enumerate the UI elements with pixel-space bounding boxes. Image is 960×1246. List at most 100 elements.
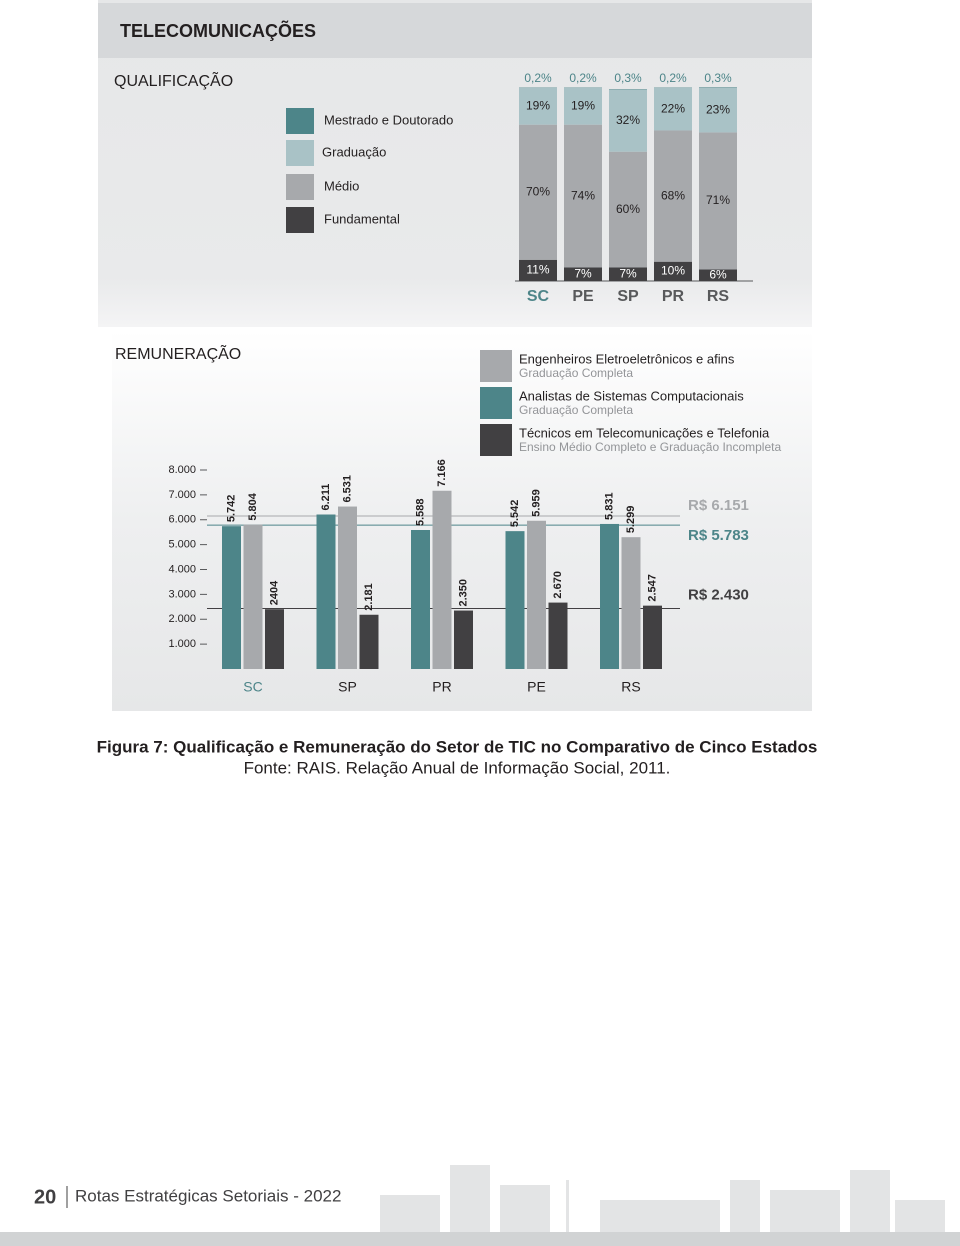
bar-segment [564,88,602,125]
legend-swatch [480,387,512,419]
bar [600,523,619,669]
bar [505,531,525,669]
bar [338,506,357,669]
bar [643,605,662,669]
x-tick-label: PR [662,288,685,305]
skyline [380,1165,945,1235]
x-tick-label: SP [338,679,357,695]
legend-label: Analistas de Sistemas Computacionais [519,388,744,403]
value-label: 5.742 [225,495,237,523]
bar [316,514,336,669]
bar-segment [654,261,692,281]
value-label: 7% [574,266,592,280]
value-label: 0,2% [659,71,687,85]
bar-segment [519,259,557,281]
value-label: 19% [526,99,550,113]
bar-segment [564,267,602,281]
x-tick-label: PR [432,679,451,695]
value-label: 70% [526,184,550,198]
bar [359,614,379,669]
x-tick-label: PE [572,288,594,305]
value-label: 0,2% [524,71,552,85]
legend-label: Graduação [322,144,386,159]
header-title: TELECOMUNICAÇÕES [120,20,316,41]
bar [432,490,452,669]
value-label: 2.181 [363,583,375,611]
legend-swatch [480,350,512,382]
value-label: 22% [661,101,685,115]
bar [265,609,284,669]
x-tick-label: RS [707,288,730,305]
bar-segment [609,267,647,281]
value-label: 74% [571,188,595,202]
value-label: 32% [616,113,640,127]
chart-title: REMUNERAÇÃO [115,343,241,363]
legend-description: Graduação Completa [519,403,633,417]
legend-label: Médio [324,178,359,193]
x-tick-label: SC [243,679,262,695]
value-label: 2404 [268,580,280,605]
value-label: 5.542 [509,500,521,528]
reference-label: R$ 5.783 [688,527,749,544]
value-label: 0,3% [704,71,732,85]
header-band [98,3,812,58]
reference-label: R$ 2.430 [688,587,749,604]
legend-swatch [286,174,314,200]
legend-swatch [480,424,512,456]
legend-swatch [286,207,314,233]
bar-segment [699,87,737,88]
value-label: 5.588 [414,498,426,526]
chart-title: QUALIFICAÇÃO [114,70,233,90]
value-label: 68% [661,188,685,202]
page-number: 20 [34,1186,56,1208]
value-label: 10% [661,264,685,278]
bar [621,537,641,669]
caption-title: Figura 7: Qualificação e Remuneração do … [97,737,818,756]
bar [243,524,263,669]
value-label: 2.670 [552,571,564,599]
bar-segment [654,88,692,131]
bar-segment [654,130,692,262]
bar-segment [519,88,557,125]
reference-label: R$ 6.151 [688,497,749,514]
legend-description: Graduação Completa [519,366,633,380]
value-label: 23% [706,102,730,116]
value-label: 6% [709,267,727,281]
bar-segment [699,269,737,281]
bar-segment [609,89,647,152]
legend-swatch [286,108,314,134]
bar [454,610,473,669]
bar [222,526,241,669]
value-label: 6.531 [341,475,353,503]
legend-swatch [286,140,314,166]
bar-segment [564,124,602,268]
value-label: 7% [619,266,637,280]
y-tick-label: 2.000 [168,613,196,625]
y-tick-label: 7.000 [168,489,196,501]
bar-segment [699,132,737,270]
legend-label: Fundamental [324,211,400,226]
y-tick-label: 1.000 [168,638,196,650]
bar-segment [699,88,737,133]
legend-label: Mestrado e Doutorado [324,112,453,127]
x-tick-label: SC [527,288,550,305]
y-tick-label: 3.000 [168,588,196,600]
bar [527,520,546,669]
y-tick-label: 4.000 [168,563,196,575]
y-tick-label: 8.000 [168,464,196,476]
legend-label: Engenheiros Eletroeletrônicos e afins [519,351,735,366]
legend-label: Técnicos em Telecomunicações e Telefonia [519,425,770,440]
caption-source: Fonte: RAIS. Relação Anual de Informação… [244,758,671,777]
value-label: 60% [616,202,640,216]
bar-segment [609,151,647,268]
publication: Rotas Estratégicas Setoriais - 2022 [75,1186,341,1205]
value-label: 71% [706,193,730,207]
footer-band [0,1232,960,1246]
y-tick-label: 6.000 [168,514,196,526]
value-label: 5.299 [625,506,637,534]
bar [411,529,430,669]
value-label: 7.166 [436,459,448,487]
legend-description: Ensino Médio Completo e Graduação Incomp… [519,440,781,454]
value-label: 0,3% [614,71,642,85]
